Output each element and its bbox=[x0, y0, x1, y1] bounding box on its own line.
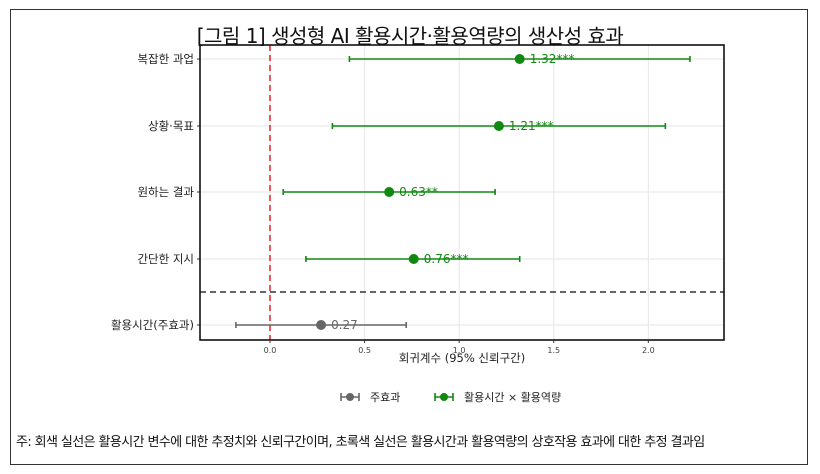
x-axis-label: 회귀계수 (95% 신뢰구간) bbox=[399, 351, 525, 365]
estimate-point bbox=[408, 254, 419, 264]
legend-label: 주효과 bbox=[370, 391, 400, 404]
legend-swatch-dot bbox=[440, 393, 448, 401]
estimate-point bbox=[316, 320, 327, 330]
estimate-annotation: 0.63** bbox=[399, 185, 438, 199]
figure-frame: [그림 1] 생성형 AI 활용시간·활용역량의 생산성 효과 bbox=[10, 9, 808, 465]
legend-swatch-dot bbox=[346, 393, 354, 401]
estimate-point bbox=[384, 187, 395, 197]
row-label: 원하는 결과 bbox=[137, 185, 194, 199]
estimate-point bbox=[493, 121, 504, 131]
x-tick-label: 1.0 bbox=[453, 346, 466, 355]
legend-label: 활용시간 × 활용역량 bbox=[464, 390, 561, 404]
x-tick-label: 2.0 bbox=[642, 346, 655, 355]
estimate-annotation: 0.76*** bbox=[424, 252, 469, 266]
row-label: 간단한 지시 bbox=[137, 252, 194, 266]
estimate-annotation: 0.27 bbox=[331, 318, 358, 332]
figure-note: 주: 회색 실선은 활용시간 변수에 대한 추정치와 신뢰구간이며, 초록색 실… bbox=[16, 435, 705, 450]
x-tick-label: 0.5 bbox=[358, 346, 371, 355]
plot-border bbox=[199, 44, 725, 341]
estimate-annotation: 1.32*** bbox=[530, 52, 575, 66]
estimate-annotation: 1.21*** bbox=[509, 119, 554, 133]
row-label: 복잡한 과업 bbox=[137, 52, 194, 66]
estimate-point bbox=[514, 54, 525, 64]
row-label: 활용시간(주효과) bbox=[111, 318, 194, 332]
x-tick-label: 1.5 bbox=[547, 346, 560, 355]
row-label: 상황·목표 bbox=[148, 119, 194, 133]
figure-title: [그림 1] 생성형 AI 활용시간·활용역량의 생산성 효과 bbox=[196, 24, 624, 48]
x-tick-label: 0.0 bbox=[264, 346, 277, 355]
